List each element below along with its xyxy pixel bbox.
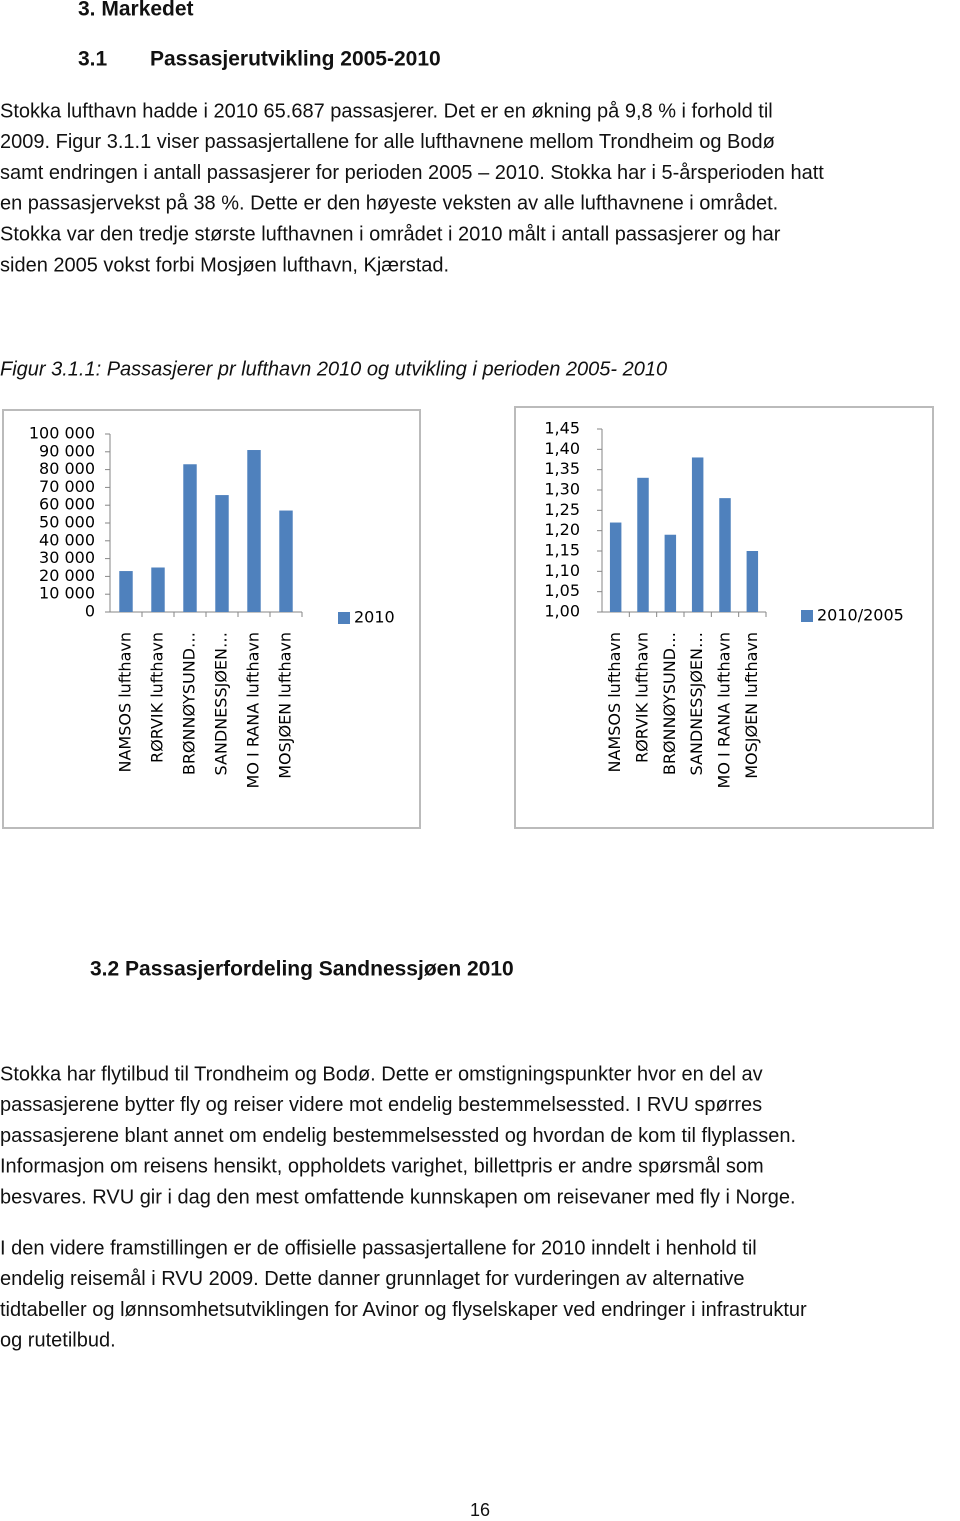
paragraph-line: Informasjon om reisens hensikt, oppholde… (0, 1156, 764, 1178)
y-tick-label: 1,00 (544, 602, 580, 621)
x-tick-label: SANDNESSJØEN… (212, 632, 231, 775)
x-tick-label: SANDNESSJØEN… (687, 632, 706, 775)
y-tick-label: 40 000 (39, 530, 95, 549)
paragraph-line: tidtabeller og lønnsomhetsutviklingen fo… (0, 1299, 807, 1321)
legend-label: 2010 (354, 608, 395, 627)
legend-swatch (801, 610, 813, 622)
y-tick-label: 1,20 (544, 520, 580, 539)
paragraph-line: samt endringen i antall passasjerer for … (0, 162, 824, 184)
figure-caption: Figur 3.1.1: Passasjerer pr lufthavn 201… (0, 358, 667, 380)
paragraph-line: besvares. RVU gir i dag den mest omfatte… (0, 1186, 796, 1208)
y-tick-label: 90 000 (39, 441, 95, 460)
bar (279, 510, 293, 612)
paragraph-line: passasjerene blant annet om endelig best… (0, 1125, 796, 1147)
section-heading: 3. Markedet (78, 0, 194, 21)
y-tick-label: 1,45 (544, 419, 580, 438)
y-tick-label: 70 000 (39, 477, 95, 496)
paragraph-line: I den videre framstillingen er de offisi… (0, 1237, 757, 1259)
bar (247, 450, 261, 612)
y-tick-label: 30 000 (39, 548, 95, 567)
x-tick-label: RØRVIK lufthavn (148, 632, 167, 763)
y-tick-label: 1,10 (544, 561, 580, 580)
x-tick-label: MO I RANA lufthavn (715, 632, 734, 788)
bar (183, 464, 197, 612)
x-tick-label: NAMSOS lufthavn (116, 632, 135, 772)
y-tick-label: 1,35 (544, 459, 580, 478)
paragraph-line: en passasjervekst på 38 %. Dette er den … (0, 193, 778, 215)
y-tick-label: 1,15 (544, 541, 580, 560)
x-tick-label: MO I RANA lufthavn (244, 632, 263, 788)
bar (637, 477, 649, 612)
x-tick-label: NAMSOS lufthavn (605, 632, 624, 772)
subsection-number: 3.1 (78, 48, 108, 71)
section-heading: 3.2 Passasjerfordeling Sandnessjøen 2010 (90, 958, 514, 981)
x-tick-label: BRØNNØYSUND… (660, 632, 679, 775)
y-tick-label: 1,05 (544, 581, 580, 600)
x-tick-label: BRØNNØYSUND… (180, 632, 199, 775)
y-tick-label: 1,25 (544, 500, 580, 519)
y-tick-label: 50 000 (39, 513, 95, 532)
paragraph-line: passasjerene bytter fly og reiser videre… (0, 1094, 762, 1116)
y-tick-label: 1,30 (544, 480, 580, 499)
x-tick-label: MOSJØEN lufthavn (742, 632, 761, 779)
legend-label: 2010/2005 (817, 606, 904, 625)
paragraph-line: Stokka har flytilbud til Trondheim og Bo… (0, 1063, 763, 1085)
bar (746, 551, 759, 612)
paragraph-line: Stokka lufthavn hadde i 2010 65.687 pass… (0, 100, 773, 122)
bar (691, 457, 704, 612)
bar (215, 495, 229, 612)
x-tick-label: MOSJØEN lufthavn (276, 632, 295, 779)
bar (609, 522, 622, 612)
paragraph-line: og rutetilbud. (0, 1330, 116, 1352)
y-tick-label: 20 000 (39, 566, 95, 585)
legend-swatch (338, 612, 350, 624)
bar (119, 571, 133, 612)
paragraph-line: 2009. Figur 3.1.1 viser passasjertallene… (0, 131, 775, 153)
chart-frame (2, 409, 421, 829)
y-tick-label: 10 000 (39, 584, 95, 603)
paragraph-line: endelig reisemål i RVU 2009. Dette danne… (0, 1268, 745, 1290)
bar (664, 534, 677, 612)
y-tick-label: 60 000 (39, 495, 95, 514)
subsection-title: Passasjerutvikling 2005-2010 (150, 48, 441, 71)
y-tick-label: 1,40 (544, 439, 580, 458)
chart-frame (514, 406, 934, 829)
y-tick-label: 80 000 (39, 459, 95, 478)
x-tick-label: RØRVIK lufthavn (633, 632, 652, 763)
bar (719, 498, 731, 612)
y-tick-label: 100 000 (29, 424, 95, 443)
bar (151, 567, 165, 612)
paragraph-line: siden 2005 vokst forbi Mosjøen lufthavn,… (0, 254, 449, 276)
paragraph-line: Stokka var den tredje største lufthavnen… (0, 223, 781, 245)
page-number: 16 (470, 1500, 490, 1520)
y-tick-label: 0 (85, 602, 95, 621)
